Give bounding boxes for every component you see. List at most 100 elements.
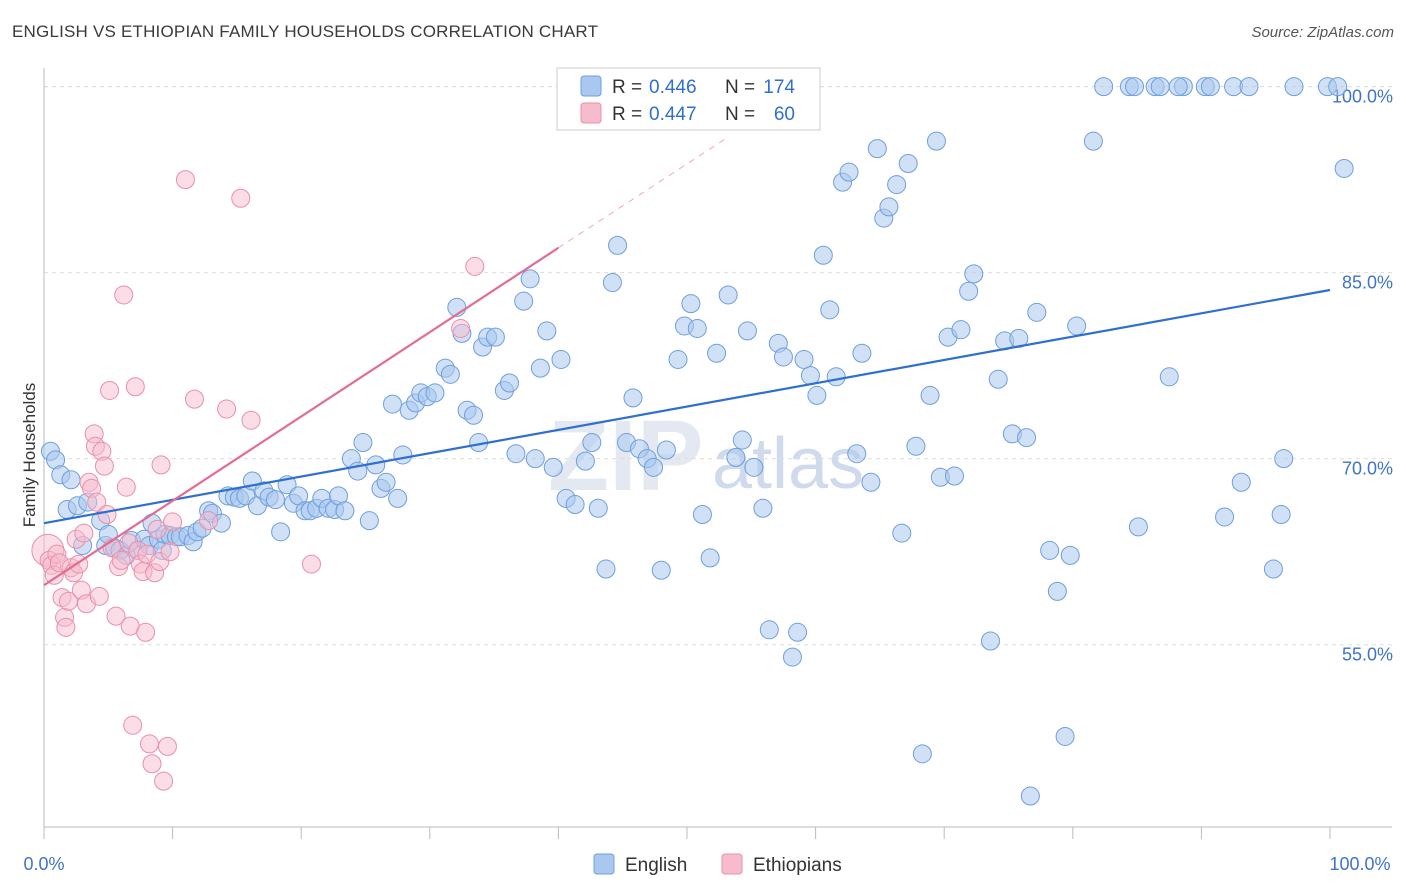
english-point-160 <box>1083 131 1103 151</box>
english-point-90 <box>575 451 595 471</box>
english-n-label: N = <box>725 77 755 98</box>
english-point-94 <box>602 273 622 293</box>
ethiopian-point-25 <box>97 504 117 524</box>
english-point-183 <box>1168 77 1188 97</box>
english-point-136 <box>892 523 912 543</box>
series-legend: English Ethiopians <box>593 853 842 876</box>
english-point-175 <box>1263 559 1283 579</box>
ethiopian-point-58 <box>301 554 321 574</box>
english-point-179 <box>1328 77 1348 97</box>
english-point-154 <box>1027 302 1047 322</box>
english-point-113 <box>737 321 757 341</box>
ethiopian-point-28 <box>106 606 126 626</box>
y-axis-tick-labels: 55.0% 70.0% 85.0% 100.0% <box>1332 87 1393 665</box>
y-axis-label: Family Households <box>20 383 39 528</box>
ethiopian-point-8 <box>56 617 76 637</box>
english-point-129 <box>847 444 867 464</box>
english-point-79 <box>500 373 520 393</box>
ethiopian-point-21 <box>87 492 107 512</box>
english-point-87 <box>551 349 571 369</box>
english-point-146 <box>964 264 984 284</box>
english-point-138 <box>906 436 926 456</box>
english-point-130 <box>852 343 872 363</box>
ethiopian-point-52 <box>175 170 195 190</box>
english-point-145 <box>959 281 979 301</box>
english-r-value: 0.446 <box>649 77 697 98</box>
english-point-40 <box>265 490 285 510</box>
english-series-label: English <box>625 855 687 876</box>
english-r-label: R = <box>612 77 642 98</box>
english-trendline <box>43 288 1331 525</box>
english-point-143 <box>944 466 964 486</box>
ethiopian-point-54 <box>199 511 219 531</box>
ethiopian-point-57 <box>241 410 261 430</box>
english-point-89 <box>565 495 585 515</box>
english-n-value: 174 <box>763 77 795 98</box>
ethiopian-point-30 <box>111 550 131 570</box>
trendlines <box>43 138 1331 587</box>
ethiopian-trendline <box>43 246 560 587</box>
english-point-86 <box>543 457 563 477</box>
english-point-91 <box>582 433 602 453</box>
english-point-106 <box>687 318 707 338</box>
ethiopian-trendline-extension <box>558 138 726 249</box>
ethiopian-r-label: R = <box>612 104 642 125</box>
english-point-4 <box>61 470 81 490</box>
english-point-41 <box>271 522 291 542</box>
english-point-109 <box>707 343 727 363</box>
english-point-153 <box>1020 786 1040 806</box>
english-point-67 <box>425 383 445 403</box>
english-point-56 <box>359 511 379 531</box>
ethiopian-point-35 <box>123 715 143 735</box>
english-point-157 <box>1055 726 1075 746</box>
english-point-163 <box>1125 77 1145 97</box>
english-point-52 <box>335 501 355 521</box>
english-point-176 <box>1271 504 1291 524</box>
english-point-158 <box>1060 545 1080 565</box>
english-point-181 <box>1274 449 1294 469</box>
english-point-69 <box>440 364 460 384</box>
english-points <box>40 77 1354 806</box>
english-point-61 <box>388 488 408 508</box>
english-point-128 <box>839 162 859 182</box>
english-point-110 <box>718 285 738 305</box>
ethiopian-n-label: N = <box>725 104 755 125</box>
english-point-134 <box>879 197 899 217</box>
ethiopian-point-31 <box>114 285 134 305</box>
ethiopian-r-value: 0.447 <box>649 104 697 125</box>
ethiopian-point-36 <box>125 377 145 397</box>
watermark: ZIP atlas <box>548 400 864 512</box>
english-point-156 <box>1047 581 1067 601</box>
english-point-161 <box>1094 77 1114 97</box>
ethiopian-legend-swatch <box>580 102 602 124</box>
ethiopian-point-26 <box>100 380 120 400</box>
english-point-62 <box>393 445 413 465</box>
ethiopian-point-48 <box>154 771 174 791</box>
ethiopian-point-22 <box>89 586 109 606</box>
english-point-167 <box>1159 367 1179 387</box>
english-point-144 <box>951 320 971 340</box>
english-point-155 <box>1040 540 1060 560</box>
english-point-174 <box>1239 77 1259 97</box>
y-tick-label-70: 70.0% <box>1342 459 1393 479</box>
y-tick-label-85: 85.0% <box>1342 273 1393 293</box>
english-point-84 <box>530 358 550 378</box>
ethiopian-point-50 <box>160 542 180 562</box>
english-point-164 <box>1128 517 1148 537</box>
english-point-182 <box>912 744 932 764</box>
ethiopian-point-60 <box>465 256 485 276</box>
english-point-105 <box>681 294 701 314</box>
english-point-119 <box>782 647 802 667</box>
english-point-137 <box>898 153 918 173</box>
ethiopian-point-43 <box>142 754 162 774</box>
english-point-55 <box>353 433 373 453</box>
english-point-173 <box>1231 472 1251 492</box>
english-point-125 <box>820 300 840 320</box>
english-point-152 <box>1017 428 1037 448</box>
english-point-92 <box>588 498 608 518</box>
english-point-126 <box>826 367 846 387</box>
ethiopian-n-value: 60 <box>774 104 795 125</box>
english-point-85 <box>537 321 557 341</box>
ethiopian-series-label: Ethiopians <box>753 855 842 876</box>
